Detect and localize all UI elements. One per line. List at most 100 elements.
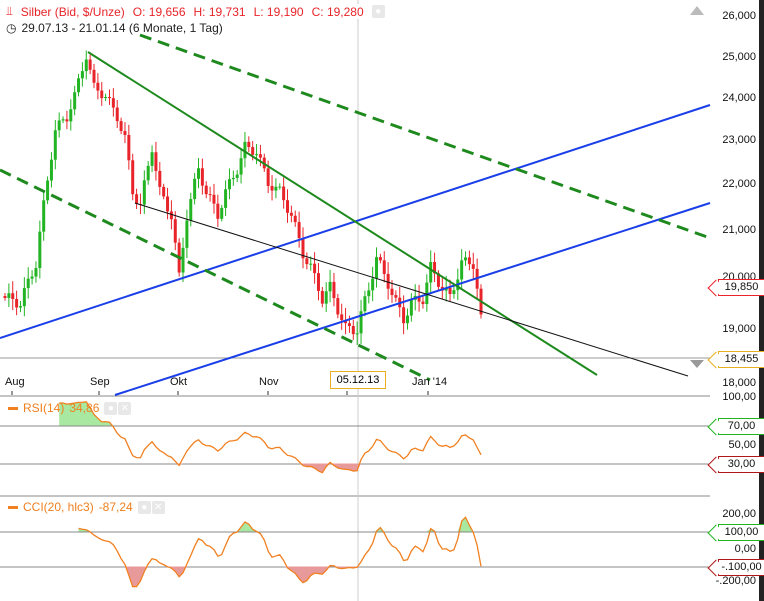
rsi-line <box>59 401 482 474</box>
candle-body <box>220 207 224 219</box>
candle-body <box>150 152 154 166</box>
candle-body <box>258 154 262 158</box>
candle-body <box>88 59 92 70</box>
candle-body <box>309 263 313 265</box>
cci-legend: CCI(20, hlc3) -87,24 ● ✕ <box>8 500 165 514</box>
open-value: O: 19,656 <box>132 4 186 19</box>
cci-lower-tag: -.100,00 <box>718 559 764 576</box>
settings-icon[interactable]: ● <box>371 5 385 18</box>
price-label: 21,000 <box>722 224 756 236</box>
price-label: 23,000 <box>722 134 756 146</box>
candle-body <box>436 273 440 287</box>
candle-body <box>340 314 344 321</box>
cci-close-icon[interactable]: ✕ <box>151 500 165 514</box>
channel-green-dashed-lower <box>0 168 431 382</box>
candle-body <box>193 178 197 200</box>
candle-body <box>313 263 317 274</box>
instrument-name: Silber (Bid, $/Unze) <box>20 4 125 19</box>
rsi-settings-icon[interactable]: ● <box>104 401 118 415</box>
cci-axis-label: -.200,00 <box>715 575 756 587</box>
candle-body <box>247 141 251 148</box>
rsi-label: RSI(14) <box>23 401 65 415</box>
candle-body <box>142 180 146 205</box>
candle-body <box>216 203 220 219</box>
candle-body <box>30 276 34 279</box>
candle-body <box>57 120 61 131</box>
candle-body <box>115 107 119 122</box>
rsi-legend: RSI(14) 34,86 ● ✕ <box>8 401 132 415</box>
candle-body <box>347 323 351 326</box>
cci-oversold-fill <box>78 566 482 587</box>
candle-body <box>286 200 290 213</box>
rsi-oversold-fill <box>59 463 482 473</box>
candle-body <box>402 307 406 324</box>
candle-body <box>173 219 177 243</box>
candle-body <box>305 258 309 265</box>
candle-body <box>378 257 382 261</box>
cci-label: CCI(20, hlc3) <box>23 500 94 514</box>
candle-body <box>243 141 247 159</box>
candle-body <box>169 211 173 220</box>
indicator-icon: ⫫ <box>6 4 13 18</box>
price-axis-bg <box>710 0 764 601</box>
rsi-axis-label: 100,00 <box>722 391 756 403</box>
candle-body <box>425 282 429 305</box>
cci-series <box>78 516 482 588</box>
clock-icon: ◷ <box>6 21 17 35</box>
candle-body <box>77 78 81 93</box>
price-label: 19,000 <box>722 323 756 335</box>
rsi-close-icon[interactable]: ✕ <box>118 401 132 415</box>
rsi-lower-tag: 30,00 <box>718 456 764 473</box>
rsi-upper-tag: 70,00 <box>718 418 764 435</box>
date-ticks <box>11 391 429 395</box>
last-price-tag: 19,850 <box>718 279 764 296</box>
candle-body <box>38 231 42 269</box>
candle-body <box>386 273 390 289</box>
candle-body <box>208 194 212 196</box>
candle-body <box>409 299 413 316</box>
scroll-down-icon <box>690 360 704 368</box>
cci-axis-label: 0,00 <box>734 543 756 555</box>
price-label: 22,000 <box>722 178 756 190</box>
candle-body <box>18 306 22 308</box>
cci-upper-tag: 100,00 <box>718 524 764 541</box>
candle-body <box>270 185 274 191</box>
date-label: Okt <box>170 376 188 388</box>
line-price-tag: 18,455 <box>718 351 764 368</box>
candle-body <box>162 186 166 197</box>
candle-body <box>464 257 468 261</box>
candle-body <box>61 119 65 121</box>
trendline-blue-lower <box>114 202 711 396</box>
candle-body <box>146 165 150 181</box>
close-value: C: 19,280 <box>311 4 364 19</box>
candle-body <box>34 268 38 277</box>
candle-body <box>363 296 367 312</box>
candle-body <box>100 90 104 99</box>
candle-body <box>53 130 57 160</box>
channel-green-dashed-upper <box>139 33 711 240</box>
candle-body <box>104 96 108 99</box>
price-label: 24,000 <box>722 92 756 104</box>
candle-body <box>92 69 96 83</box>
cci-settings-icon[interactable]: ● <box>137 500 151 514</box>
date-label: Aug <box>5 376 25 388</box>
candle-body <box>433 262 437 274</box>
crosshair-date-tag: 05.12.13 <box>330 371 386 389</box>
right-border <box>759 0 764 601</box>
candle-body <box>328 281 332 292</box>
candle-body <box>251 147 255 155</box>
candle-body <box>65 119 69 122</box>
candle-body <box>3 296 7 299</box>
candle-body <box>336 298 340 315</box>
rsi-value: 34,86 <box>69 401 100 415</box>
candle-body <box>119 121 123 132</box>
scroll-up-icon <box>690 6 704 15</box>
candle-body <box>266 168 270 186</box>
low-value: L: 19,190 <box>253 4 304 19</box>
candle-body <box>135 194 139 204</box>
candle-body <box>332 281 336 299</box>
candle-body <box>239 158 243 175</box>
candle-body <box>204 185 208 195</box>
